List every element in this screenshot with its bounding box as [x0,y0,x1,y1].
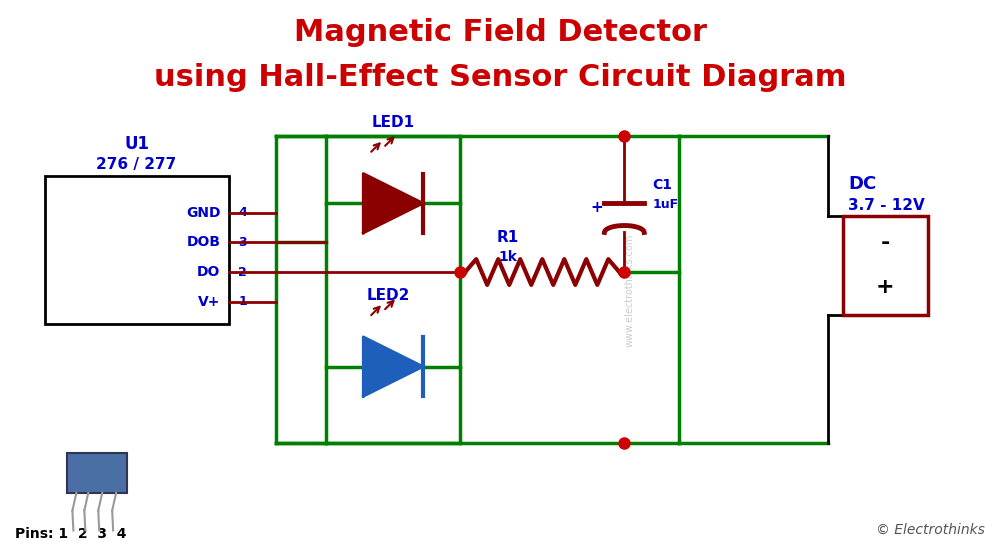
Text: +: + [876,277,895,297]
Text: Pins: 1  2  3  4: Pins: 1 2 3 4 [15,527,126,541]
Text: Magnetic Field Detector: Magnetic Field Detector [294,18,706,47]
Text: 276 / 277: 276 / 277 [96,157,177,172]
Text: R1: R1 [496,230,519,245]
Text: © Electrothinks: © Electrothinks [876,522,985,536]
Polygon shape [363,174,423,233]
Text: DO: DO [197,265,221,279]
Text: 2: 2 [238,266,247,278]
Bar [67,453,127,493]
Text: 3.7 - 12V: 3.7 - 12V [848,198,925,213]
Text: GND: GND [186,206,221,219]
Text: DOB: DOB [187,235,221,249]
Text: www.electrothinks.com: www.electrothinks.com [624,233,634,346]
Text: QH247: QH247 [86,477,108,482]
Polygon shape [363,337,423,396]
Text: using Hall-Effect Sensor Circuit Diagram: using Hall-Effect Sensor Circuit Diagram [154,63,846,91]
Text: 4: 4 [238,206,247,219]
Bar [45,176,229,324]
Text: LED1: LED1 [372,116,415,130]
Bar [843,216,928,315]
Text: 1: 1 [238,295,247,308]
Text: +: + [590,200,603,215]
Text: 276: 276 [90,463,104,469]
Text: 1uF: 1uF [652,198,678,211]
Text: U1: U1 [124,135,149,153]
Text: 3: 3 [238,236,247,249]
Text: -: - [881,233,890,254]
Text: DC: DC [848,175,876,193]
Text: V+: V+ [198,295,221,309]
Text: C1: C1 [652,178,672,192]
Text: LED2: LED2 [366,288,410,303]
Text: 1k: 1k [498,250,517,264]
